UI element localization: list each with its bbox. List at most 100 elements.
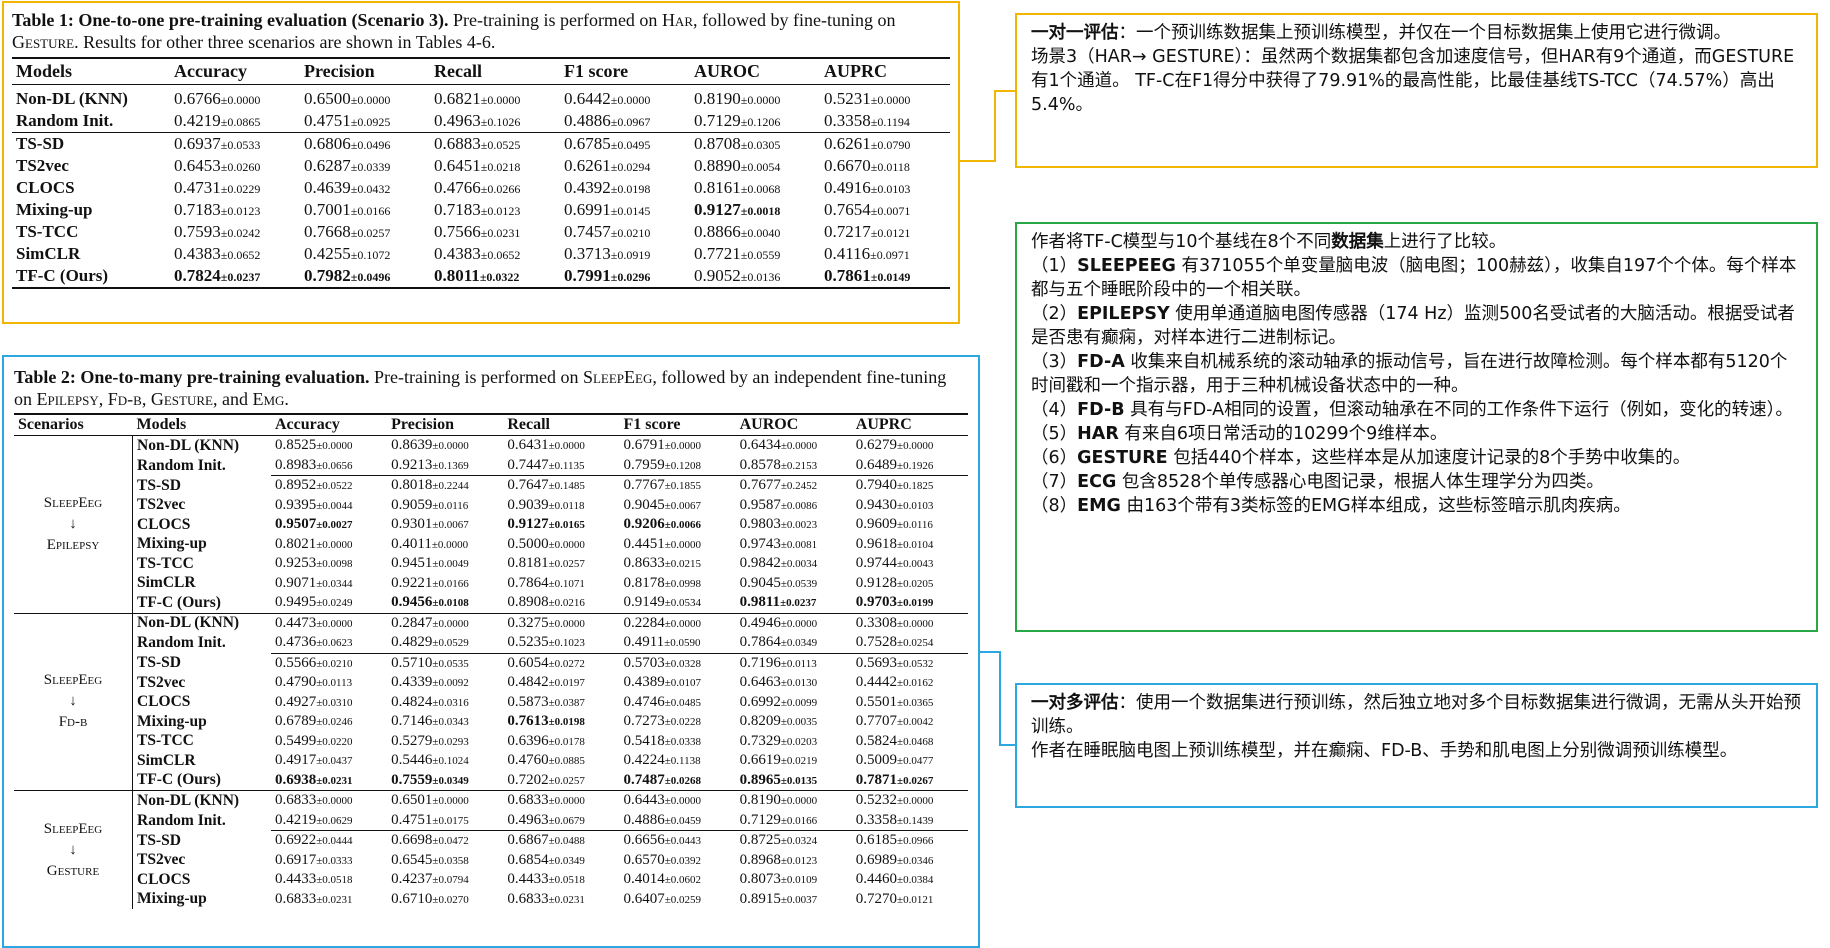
cell-std: ±0.0000 bbox=[432, 617, 469, 630]
cell-mean: 0.3308 bbox=[855, 614, 898, 631]
table-cell: 0.7940±0.1825 bbox=[851, 475, 968, 496]
table-cell: 0.6054±0.0272 bbox=[503, 652, 620, 673]
table-cell: 0.3358±0.1439 bbox=[852, 811, 968, 831]
cell-mean: 0.4237 bbox=[391, 871, 433, 888]
caption-text: and bbox=[217, 389, 253, 409]
cell-mean: 0.5873 bbox=[507, 693, 549, 710]
dataset-description: 收集来自机械系统的滚动轴承的振动信号，旨在进行故障检测。每个样本都有5120个时… bbox=[1031, 352, 1788, 396]
cell-std: ±0.1194 bbox=[870, 115, 910, 129]
model-name: Mixing-up bbox=[137, 535, 207, 553]
cell-mean: 0.6806 bbox=[304, 134, 351, 153]
table-cell: 0.6710±0.0270 bbox=[387, 890, 503, 910]
cell-std: ±0.0210 bbox=[316, 657, 353, 670]
column-header: Recall bbox=[503, 414, 620, 436]
dataset-name: EMG bbox=[1077, 496, 1121, 516]
table2: Scenarios Models Accuracy Precision Recall F1… bbox=[14, 413, 968, 909]
column-header: AUROC bbox=[735, 414, 852, 436]
cell-mean: 0.4829 bbox=[391, 634, 433, 651]
model-name: Random Init. bbox=[16, 111, 114, 130]
cell-mean: 0.8725 bbox=[739, 832, 781, 849]
cell-mean: 0.7864 bbox=[507, 574, 549, 591]
cell-mean: 0.7202 bbox=[507, 771, 549, 788]
cell-mean: 0.4392 bbox=[564, 178, 611, 197]
table-cell: 0.7447±0.1135 bbox=[503, 456, 619, 476]
cell-mean: 0.4473 bbox=[275, 614, 317, 631]
cell-std: ±0.0229 bbox=[220, 182, 261, 196]
column-header: F1 score bbox=[619, 414, 736, 436]
table1-caption-title: Table 1: One-to-one pre-training evaluat… bbox=[12, 10, 449, 30]
table-cell: 0.7487±0.0268 bbox=[619, 771, 735, 791]
table-cell: 0.7767±0.1855 bbox=[619, 475, 736, 496]
cell-std: ±0.0534 bbox=[664, 597, 702, 610]
table-cell: 0.4963±0.1026 bbox=[430, 110, 560, 133]
cell-mean: 0.9039 bbox=[507, 496, 549, 513]
cell-mean: 0.9743 bbox=[739, 535, 781, 552]
cell-std: ±0.0000 bbox=[897, 617, 934, 630]
cell-std: ±0.0042 bbox=[897, 716, 934, 729]
cell-mean: 0.4219 bbox=[275, 811, 317, 828]
table-cell: 0.9842±0.0034 bbox=[736, 554, 852, 574]
table-cell: 0.4946±0.0000 bbox=[735, 612, 852, 633]
cell-mean: 0.9395 bbox=[275, 496, 317, 513]
cell-mean: 0.5446 bbox=[391, 752, 433, 769]
table-cell: 0.4766±0.0266 bbox=[430, 177, 560, 199]
cell-mean: 0.4383 bbox=[434, 244, 481, 263]
note-datasets: 作者将TF-C模型与10个基线在8个不同数据集上进行了比较。 （1）SLEEPE… bbox=[1015, 222, 1818, 632]
cell-std: ±0.0166 bbox=[432, 577, 469, 590]
cell-std: ±0.0559 bbox=[740, 248, 781, 262]
table-cell: 0.6670±0.0118 bbox=[820, 155, 950, 177]
model-name: TS2vec bbox=[137, 673, 186, 691]
table-cell: 0.6434±0.0000 bbox=[736, 436, 852, 456]
note-intro: 作者将TF-C模型与10个基线在8个不同数据集上进行了比较。 bbox=[1031, 230, 1802, 254]
table-cell: 0.5873±0.0387 bbox=[503, 693, 619, 713]
cell-std: ±0.0000 bbox=[316, 795, 353, 808]
cell-mean: 0.9127 bbox=[694, 200, 741, 219]
cell-std: ±0.0104 bbox=[897, 538, 934, 551]
cell-std: ±0.0000 bbox=[316, 538, 353, 551]
cell-std: ±0.1825 bbox=[897, 480, 934, 493]
column-header: Precision bbox=[300, 58, 430, 85]
cell-std: ±0.0037 bbox=[780, 893, 818, 906]
cell-mean: 0.7767 bbox=[623, 477, 665, 494]
cell-mean: 0.8178 bbox=[623, 574, 665, 591]
model-name: TS-SD bbox=[137, 476, 181, 494]
dataset-item: （1）SLEEPEEG 有371055个单变量脑电波（脑电图；100赫兹），收集… bbox=[1031, 254, 1802, 302]
table-cell: 0.7959±0.1208 bbox=[619, 456, 735, 476]
dataset-item: （2）EPILEPSY 使用单通道脑电图传感器（174 Hz）监测500名受试者… bbox=[1031, 302, 1802, 350]
cell-std: ±0.0260 bbox=[220, 160, 261, 174]
table-cell: 0.4751±0.0925 bbox=[300, 110, 430, 133]
dataset-name: EPILEPSY bbox=[1077, 304, 1170, 324]
cell-std: ±0.0885 bbox=[548, 755, 585, 768]
cell-mean: 0.9253 bbox=[275, 555, 317, 572]
cell-std: ±0.0198 bbox=[610, 182, 651, 196]
dataset-description: 有来自6项日常活动的10299个9维样本。 bbox=[1118, 424, 1448, 444]
cell-std: ±0.1439 bbox=[897, 814, 934, 827]
scenario-source: SleepEeg bbox=[43, 494, 103, 511]
table-cell: 0.4011±0.0000 bbox=[387, 535, 503, 555]
cell-mean: 0.8866 bbox=[694, 222, 741, 241]
model-name: CLOCS bbox=[16, 178, 75, 197]
table-cell: 0.6785±0.0495 bbox=[560, 132, 690, 155]
cell-std: ±0.0344 bbox=[316, 577, 353, 590]
table-cell: 0.9059±0.0116 bbox=[387, 496, 503, 516]
table-cell: 0.9149±0.0534 bbox=[619, 593, 735, 613]
table-cell: 0.9127±0.0165 bbox=[503, 515, 619, 535]
table-cell: 0.8908±0.0216 bbox=[503, 593, 619, 613]
cell-std: ±0.0166 bbox=[350, 204, 391, 218]
column-header: AUROC bbox=[690, 58, 820, 85]
table-cell: 0.7528±0.0254 bbox=[852, 633, 968, 653]
table-row: CLOCS 0.9507±0.0027 0.9301±0.0067 0.9127±0.… bbox=[14, 515, 968, 535]
table1-panel: Table 1: One-to-one pre-training evaluat… bbox=[2, 1, 960, 324]
cell-mean: 0.7183 bbox=[174, 200, 221, 219]
table-cell: 0.5693±0.0532 bbox=[851, 652, 968, 673]
table-row: TS-SD 0.6922±0.0444 0.6698±0.0472 0.6867±0.… bbox=[14, 830, 968, 851]
table-cell: 0.4389±0.0107 bbox=[619, 673, 735, 693]
cell-std: ±0.0485 bbox=[664, 696, 702, 709]
table-cell: 0.5703±0.0328 bbox=[619, 652, 736, 673]
cell-std: ±0.0328 bbox=[664, 657, 702, 670]
cell-std: ±0.0000 bbox=[316, 440, 353, 453]
cell-mean: 0.9059 bbox=[391, 496, 433, 513]
table-cell: 0.9495±0.0249 bbox=[271, 593, 387, 613]
cell-std: ±0.1855 bbox=[664, 480, 702, 493]
cell-std: ±0.0000 bbox=[740, 93, 781, 107]
